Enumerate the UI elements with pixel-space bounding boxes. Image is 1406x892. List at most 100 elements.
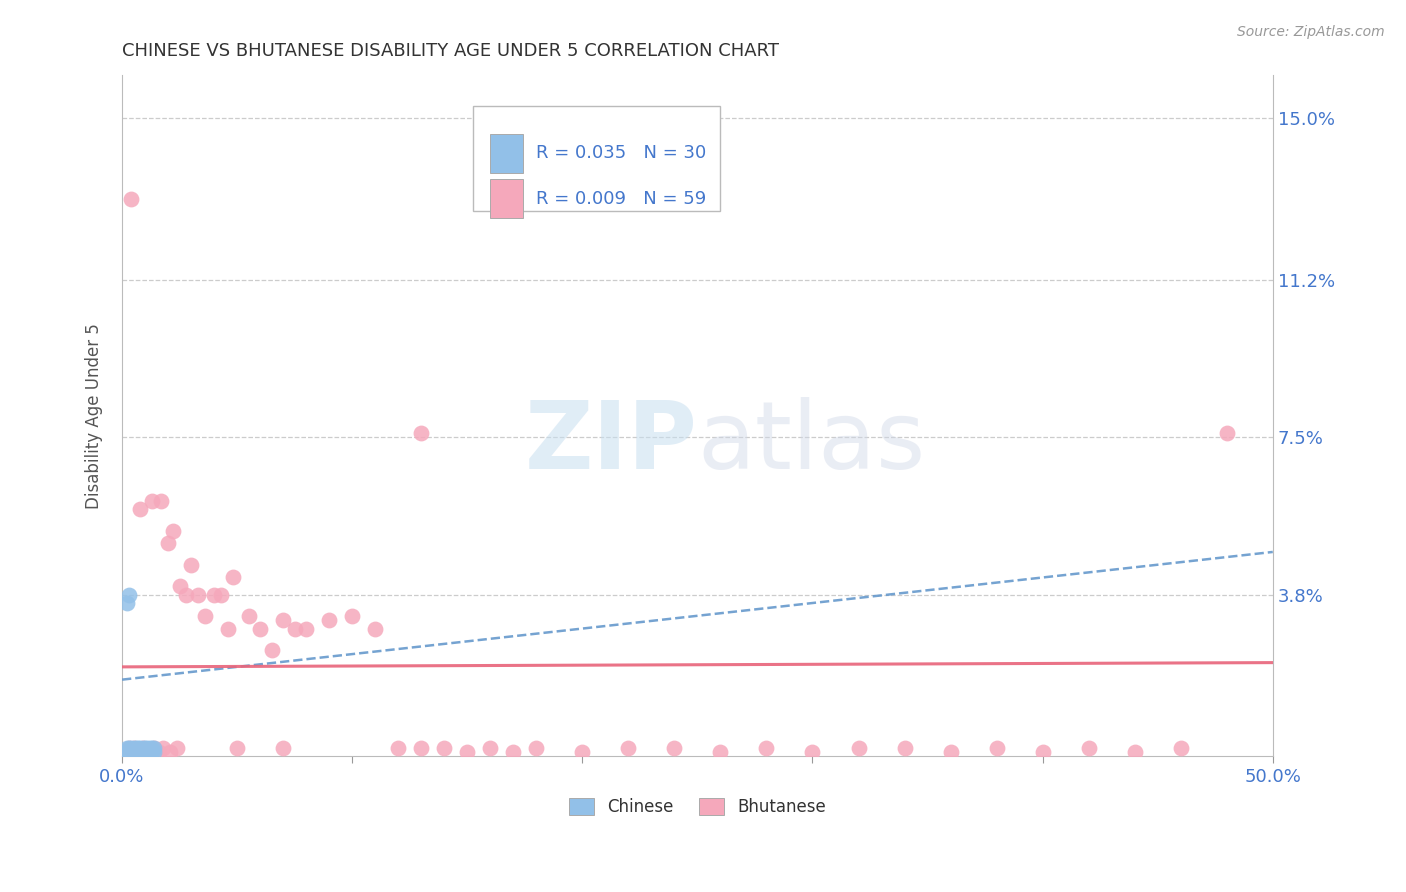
Point [238, 608, 260, 623]
Point [202, 587, 225, 601]
Point [479, 740, 502, 755]
Point [115, 596, 138, 610]
Point [127, 740, 149, 755]
Point [132, 745, 155, 759]
Point [118, 740, 141, 755]
Point [209, 587, 232, 601]
Point [166, 740, 188, 755]
Point [364, 622, 387, 636]
Point [176, 587, 198, 601]
Point [141, 494, 163, 508]
Point [143, 740, 166, 755]
Point [120, 740, 142, 755]
Point [162, 524, 184, 538]
Point [120, 192, 142, 206]
Point [129, 745, 152, 759]
Point [617, 740, 640, 755]
Point [295, 622, 318, 636]
Point [755, 740, 778, 755]
Point [411, 740, 433, 755]
Point [284, 622, 307, 636]
Legend: Chinese, Bhutanese: Chinese, Bhutanese [562, 791, 832, 822]
Y-axis label: Disability Age Under 5: Disability Age Under 5 [86, 323, 103, 508]
Point [318, 613, 340, 627]
Point [143, 745, 166, 759]
Point [122, 740, 145, 755]
Point [340, 608, 363, 623]
Point [893, 740, 915, 755]
Point [136, 745, 159, 759]
Point [226, 740, 249, 755]
Point [169, 579, 191, 593]
Point [271, 613, 294, 627]
Point [1170, 740, 1192, 755]
Point [1123, 745, 1146, 759]
FancyBboxPatch shape [491, 179, 523, 219]
Point [456, 745, 478, 759]
Point [801, 745, 824, 759]
Point [664, 740, 686, 755]
Point [848, 740, 870, 755]
Point [141, 740, 163, 755]
Point [132, 740, 155, 755]
Point [387, 740, 409, 755]
Point [194, 608, 217, 623]
Point [127, 745, 149, 759]
Point [134, 740, 156, 755]
Point [122, 745, 145, 759]
Point [411, 425, 433, 440]
Point [152, 740, 174, 755]
Point [433, 740, 456, 755]
Point [571, 745, 593, 759]
FancyBboxPatch shape [491, 134, 523, 173]
Point [159, 745, 181, 759]
Point [136, 745, 159, 759]
Point [115, 740, 138, 755]
Point [249, 622, 271, 636]
Text: R = 0.009   N = 59: R = 0.009 N = 59 [536, 190, 707, 208]
Point [120, 745, 142, 759]
Point [709, 745, 731, 759]
Text: atlas: atlas [697, 397, 925, 489]
Point [986, 740, 1008, 755]
Point [122, 740, 145, 755]
FancyBboxPatch shape [472, 106, 720, 211]
Point [260, 643, 283, 657]
Point [217, 622, 239, 636]
Text: R = 0.035   N = 30: R = 0.035 N = 30 [536, 145, 707, 162]
Point [141, 745, 163, 759]
Point [180, 558, 202, 572]
Text: CHINESE VS BHUTANESE DISABILITY AGE UNDER 5 CORRELATION CHART: CHINESE VS BHUTANESE DISABILITY AGE UNDE… [122, 42, 779, 60]
Point [118, 740, 141, 755]
Point [1032, 745, 1054, 759]
Point [118, 745, 141, 759]
Point [138, 745, 160, 759]
Point [1077, 740, 1099, 755]
Point [127, 745, 149, 759]
Point [129, 740, 152, 755]
Point [187, 587, 209, 601]
Point [143, 740, 166, 755]
Point [136, 740, 159, 755]
Point [221, 570, 243, 584]
Point [134, 745, 156, 759]
Point [112, 745, 135, 759]
Point [271, 740, 294, 755]
Text: ZIP: ZIP [524, 397, 697, 489]
Point [125, 745, 148, 759]
Point [524, 740, 547, 755]
Point [118, 587, 141, 601]
Point [150, 494, 173, 508]
Point [120, 745, 142, 759]
Point [115, 745, 138, 759]
Point [132, 740, 155, 755]
Text: Source: ZipAtlas.com: Source: ZipAtlas.com [1237, 25, 1385, 39]
Point [1216, 425, 1239, 440]
Point [148, 745, 170, 759]
Point [129, 502, 152, 516]
Point [157, 536, 180, 550]
Point [125, 740, 148, 755]
Point [138, 740, 160, 755]
Point [939, 745, 962, 759]
Point [502, 745, 524, 759]
